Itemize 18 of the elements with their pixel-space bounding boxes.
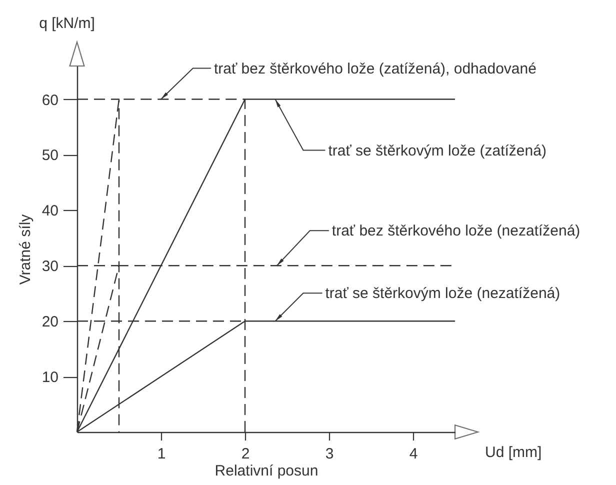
x-tick-label: 3 (325, 446, 334, 462)
y-axis-title: Vratné síly (16, 214, 34, 285)
text: Ud [mm] (485, 444, 542, 461)
text: q [kN/m] (39, 15, 95, 32)
y-tick-label: 20 (42, 314, 58, 331)
y-tick-label: 10 (42, 369, 58, 386)
x-axis-title: Relativní posun (214, 462, 318, 480)
x-tick-label: 4 (409, 446, 418, 462)
y-tick-label: 50 (42, 147, 58, 164)
x-tick-label: 2 (241, 446, 250, 462)
y-tick-label: 60 (42, 92, 58, 109)
y-tick-label: 30 (42, 258, 58, 276)
y-tick-label: 40 (42, 202, 58, 220)
series-label: trať bez štěrkového lože (zatížená), odhadované (214, 60, 536, 78)
series-label: trať bez štěrkového lože (nezatížená) (332, 222, 580, 240)
series-label: trať se štěrkovým lože (nezatížená) (325, 285, 560, 302)
x-tick-label: 1 (157, 446, 166, 462)
text: trať se štěrkovým lože (zatížená) (328, 142, 546, 160)
